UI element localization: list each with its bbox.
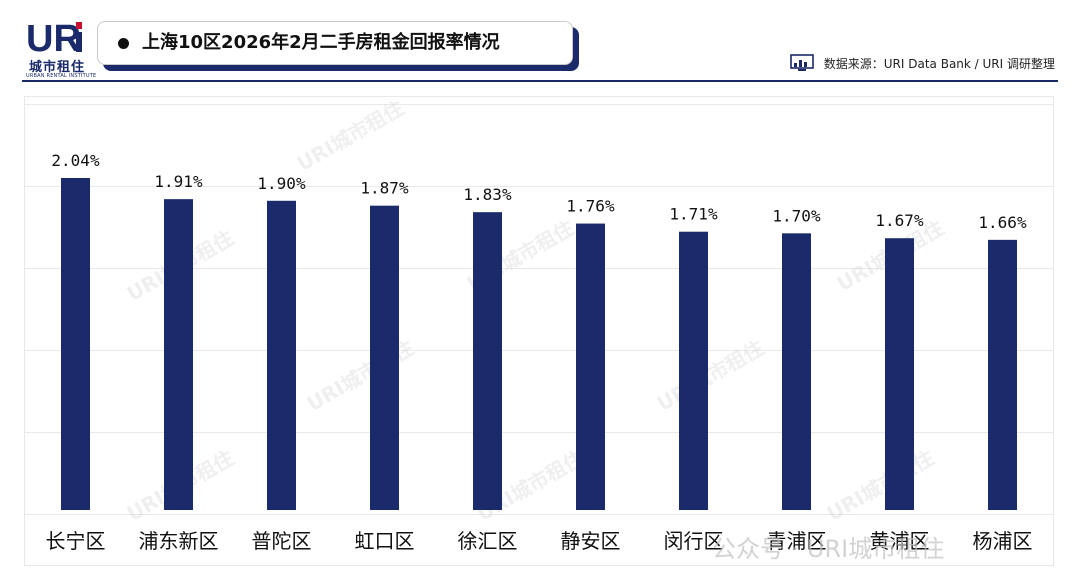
bar-徐汇区: [473, 212, 502, 511]
bullet-icon: [118, 38, 129, 49]
category-label: 虹口区: [355, 529, 415, 553]
value-label: 1.71%: [669, 205, 718, 224]
bar-黄浦区: [885, 238, 914, 510]
category-label: 青浦区: [767, 529, 827, 553]
category-label: 静安区: [561, 529, 621, 553]
uri-logo: UR 城市租住 URBAN RENTAL INSTITUTE: [26, 18, 97, 80]
category-label: 长宁区: [46, 529, 106, 553]
bar-青浦区: [782, 233, 811, 511]
chart-title: 上海10区2026年2月二手房租金回报率情况: [142, 32, 500, 53]
bar-浦东新区: [164, 199, 193, 510]
gridline: [25, 514, 1053, 515]
category-label: 普陀区: [252, 529, 312, 553]
value-label: 2.04%: [51, 151, 100, 170]
gridline: [25, 432, 1053, 433]
value-label: 1.67%: [875, 211, 924, 230]
uri-logo-mark: UR: [26, 18, 82, 54]
title-box: 上海10区2026年2月二手房租金回报率情况: [97, 21, 573, 65]
bar-静安区: [576, 223, 605, 510]
logo-chinese-name: 城市租住: [28, 60, 85, 75]
data-source-text: 数据来源：URI Data Bank / URI 调研整理: [823, 56, 1055, 71]
gridline: [25, 104, 1053, 105]
category-label: 闵行区: [664, 529, 724, 553]
plot-area: [24, 96, 1054, 566]
value-label: 1.90%: [257, 174, 306, 193]
wechat-watermark: 公众号 · URI城市租住: [712, 535, 945, 563]
bar-chart-monitor-icon: [789, 54, 814, 71]
value-label: 1.91%: [154, 172, 203, 191]
bar-虹口区: [370, 205, 399, 510]
data-source: 数据来源：URI Data Bank / URI 调研整理: [789, 53, 1055, 73]
gridline: [25, 350, 1053, 351]
bar-chart: 2.04% 长宁区 1.91% 浦东新区 1.90% 普陀区 1.87% 虹口区 1.83% 徐汇…: [46, 151, 1033, 553]
category-label: 徐汇区: [458, 529, 518, 553]
gridline: [25, 268, 1053, 269]
category-label: 杨浦区: [973, 529, 1033, 553]
bar-普陀区: [267, 200, 296, 511]
bar-闵行区: [679, 231, 708, 511]
value-label: 1.66%: [978, 213, 1027, 232]
value-label: 1.76%: [566, 197, 615, 216]
bar-长宁区: [61, 178, 90, 510]
svg-text:UR: UR: [26, 18, 81, 54]
logo-english-name: URBAN RENTAL INSTITUTE: [26, 73, 97, 79]
category-label: 黄浦区: [870, 529, 930, 553]
gridline: [25, 186, 1053, 187]
value-label: 1.87%: [360, 179, 409, 198]
value-label: 1.83%: [463, 185, 512, 204]
category-label: 浦东新区: [139, 529, 219, 553]
bar-杨浦区: [988, 239, 1017, 510]
value-label: 1.70%: [772, 206, 821, 225]
header-divider: [22, 80, 1058, 82]
